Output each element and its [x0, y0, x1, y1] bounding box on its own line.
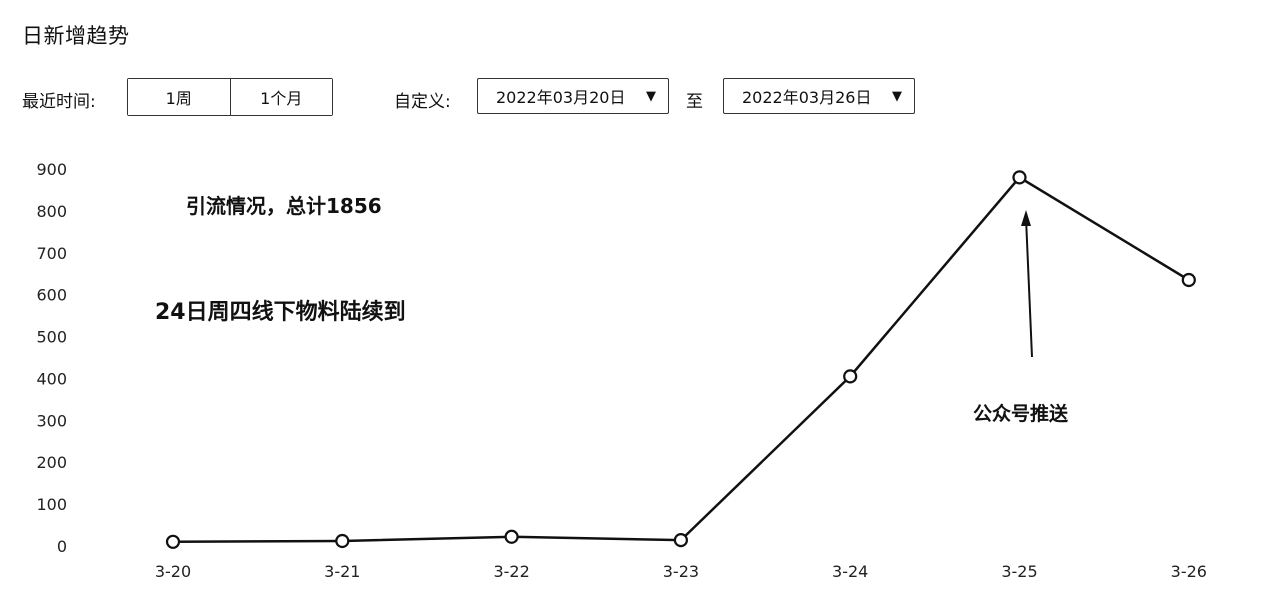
annotations: 引流情况，总计1856 24日周四线下物料陆续到 公众号推送: [155, 194, 1069, 425]
x-tick-label: 3-25: [1001, 562, 1037, 581]
data-point-3-25[interactable]: [1012, 170, 1027, 185]
x-axis: 3-20 3-21 3-22 3-23 3-24 3-25 3-26: [155, 562, 1207, 581]
to-label: 至: [686, 92, 703, 112]
series-line: [165, 170, 1196, 549]
data-point-3-21[interactable]: [335, 533, 350, 549]
x-tick-label: 3-26: [1171, 562, 1207, 581]
x-tick-label: 3-22: [493, 562, 529, 581]
y-tick-label: 400: [36, 369, 67, 388]
y-tick-label: 800: [36, 202, 67, 221]
x-tick-label: 3-23: [663, 562, 699, 581]
push-arrow-line: [1025, 217, 1033, 358]
y-tick-label: 0: [57, 537, 67, 556]
recent-time-label: 最近时间:: [22, 92, 96, 112]
total-annotation: 引流情况，总计1856: [186, 194, 382, 218]
x-tick-label: 3-20: [155, 562, 191, 581]
range-1-month-button[interactable]: 1个月: [229, 79, 332, 115]
y-tick-label: 600: [36, 286, 67, 305]
custom-range-label: 自定义:: [394, 92, 451, 112]
y-tick-label: 900: [36, 160, 67, 179]
x-tick-label: 3-21: [324, 562, 360, 581]
y-tick-label: 500: [36, 328, 67, 347]
data-point-3-24[interactable]: [843, 369, 858, 384]
filter-bar: 最近时间: 1周 1个月 自定义: 2022年03月20日 ▼ 至 2022年0…: [22, 78, 1022, 116]
series-path: [172, 175, 1190, 544]
data-point-3-22[interactable]: [504, 529, 519, 544]
data-point-3-23[interactable]: [673, 533, 689, 548]
page-title: 日新增趋势: [22, 24, 130, 48]
push-annotation: 公众号推送: [973, 402, 1069, 425]
event-annotation: 24日周四线下物料陆续到: [155, 299, 406, 325]
y-tick-label: 100: [36, 495, 67, 514]
start-date-select[interactable]: 2022年03月20日 ▼: [477, 78, 669, 114]
push-arrow-head: [1021, 210, 1031, 226]
data-point-3-20[interactable]: [165, 534, 181, 549]
y-tick-label: 300: [36, 411, 67, 430]
start-date-value: 2022年03月20日: [496, 88, 626, 107]
y-tick-label: 700: [36, 244, 67, 263]
chevron-down-icon: ▼: [892, 89, 902, 104]
chevron-down-icon: ▼: [646, 89, 656, 104]
end-date-select[interactable]: 2022年03月26日 ▼: [723, 78, 915, 114]
end-date-value: 2022年03月26日: [742, 88, 872, 107]
range-1-week-button[interactable]: 1周: [128, 79, 230, 115]
y-axis: 0 100 200 300 400 500 600 700 800 900: [36, 160, 67, 556]
y-tick-label: 200: [36, 453, 67, 472]
x-tick-label: 3-24: [832, 562, 868, 581]
data-point-3-26[interactable]: [1181, 272, 1196, 288]
range-toggle-group: 1周 1个月: [127, 78, 333, 116]
